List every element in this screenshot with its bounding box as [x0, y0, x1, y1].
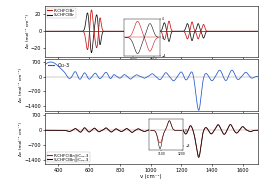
Legend: R-CHFClBr@C₈₂-3, S-CHFClBr@C₈₂-3: R-CHFClBr@C₈₂-3, S-CHFClBr@C₈₂-3	[47, 152, 90, 162]
Y-axis label: Δε (mol⁻¹ cm⁻¹): Δε (mol⁻¹ cm⁻¹)	[26, 14, 30, 48]
X-axis label: ν (cm⁻¹): ν (cm⁻¹)	[140, 174, 162, 179]
Legend: R-CHFClBr, S-CHFClBr: R-CHFClBr, S-CHFClBr	[47, 8, 76, 18]
Y-axis label: Δε (mol⁻¹ cm⁻¹): Δε (mol⁻¹ cm⁻¹)	[19, 68, 23, 102]
Y-axis label: Δε (mol⁻¹ cm⁻¹): Δε (mol⁻¹ cm⁻¹)	[19, 122, 23, 156]
Legend: C₈₂-3: C₈₂-3	[47, 62, 71, 69]
